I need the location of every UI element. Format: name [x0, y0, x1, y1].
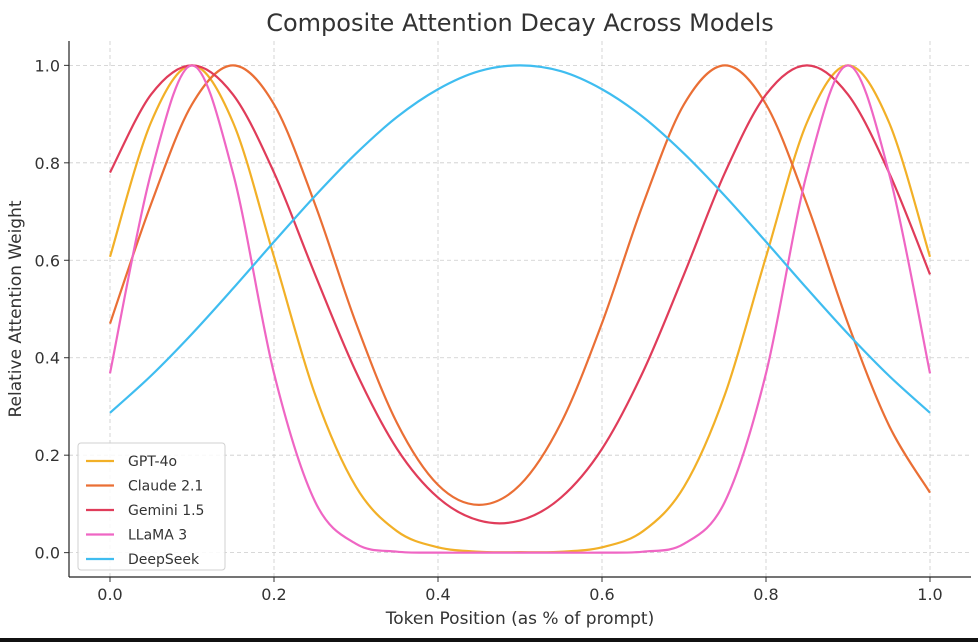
legend-label: DeepSeek — [128, 552, 200, 568]
series-line-gpt-4o — [108, 64, 932, 554]
x-tick-label: 0.8 — [753, 585, 778, 604]
y-tick-label: 0.2 — [35, 446, 60, 465]
series-lines — [108, 64, 932, 554]
series-line-llama-3 — [108, 64, 932, 554]
y-tick-label: 0.8 — [35, 154, 60, 173]
x-tick-label: 0.2 — [261, 585, 286, 604]
window-bottom-border — [0, 638, 978, 642]
y-tick-label: 0.4 — [35, 349, 60, 368]
x-tick-label: 0.4 — [425, 585, 450, 604]
legend-label: Gemini 1.5 — [128, 503, 204, 519]
series-line-deepseek — [109, 64, 931, 414]
x-tick-label: 0.0 — [97, 585, 122, 604]
x-tick-label: 1.0 — [917, 585, 942, 604]
series-line-gemini-1-5 — [109, 64, 932, 525]
legend-label: Claude 2.1 — [128, 479, 203, 495]
y-axis-label: Relative Attention Weight — [6, 200, 26, 417]
legend-box — [77, 442, 226, 571]
series-line-claude-2-1 — [108, 64, 931, 506]
x-tick-label: 0.6 — [589, 585, 614, 604]
axes: 0.0 0.2 0.4 0.6 0.8 1.0 0.0 0.2 0.4 0.6 0.8 1.0 — [35, 41, 971, 604]
chart-title: Composite Attention Decay Across Models — [266, 9, 774, 37]
legend: GPT-4o Claude 2.1 Gemini 1.5 LLaMA 3 DeepSee… — [77, 442, 226, 571]
legend-label: GPT-4o — [128, 454, 177, 470]
y-tick-label: 1.0 — [35, 56, 60, 75]
y-tick-label: 0.0 — [35, 544, 60, 563]
legend-label: LLaMA 3 — [128, 528, 187, 544]
y-tick-label: 0.6 — [35, 251, 60, 270]
x-axis-label: Token Position (as % of prompt) — [385, 609, 654, 629]
